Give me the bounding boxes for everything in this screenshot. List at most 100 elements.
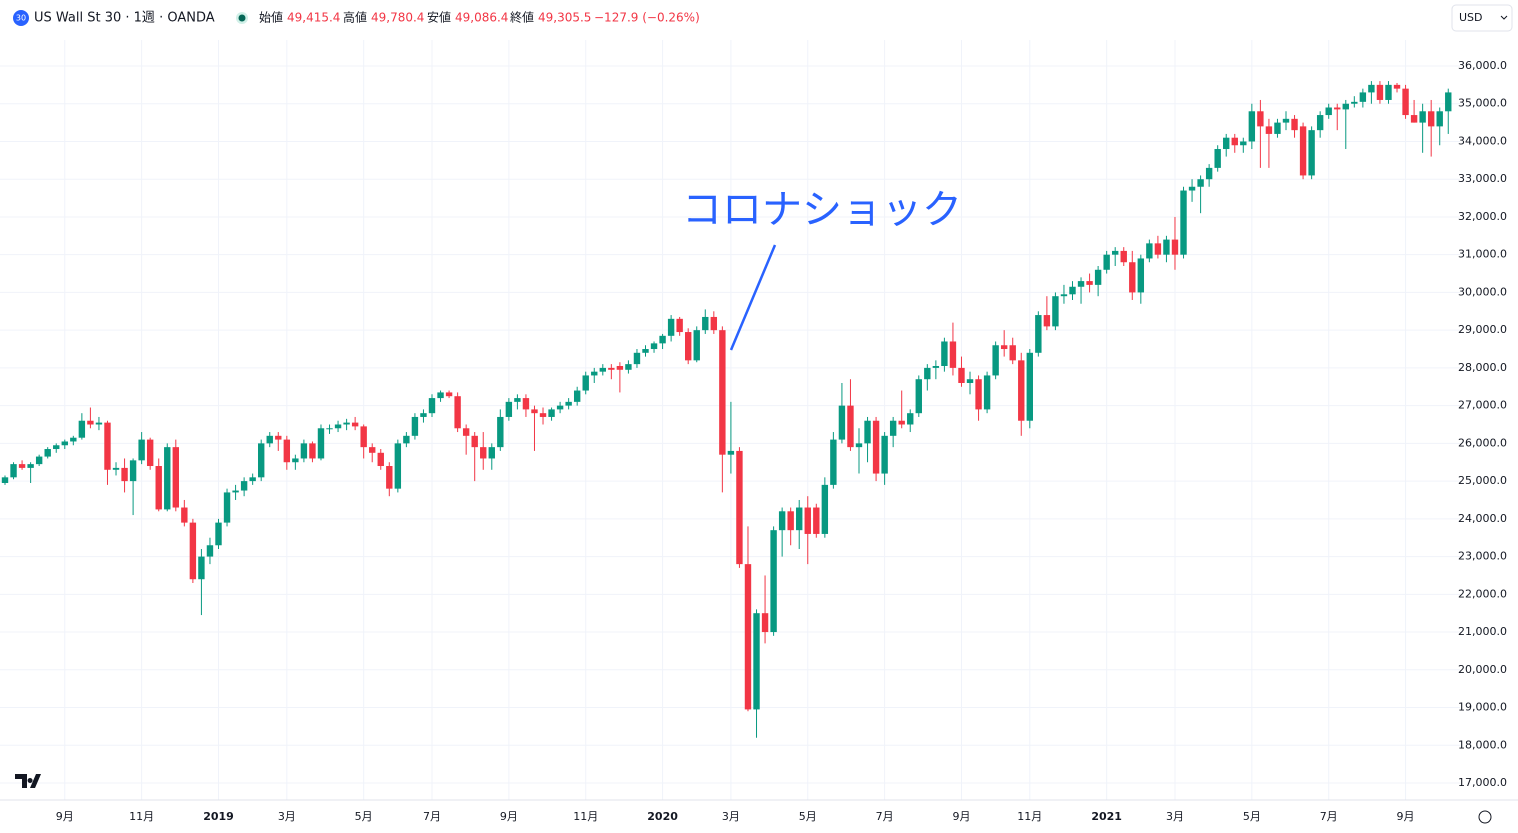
candle-body <box>1000 345 1008 350</box>
candle-body <box>778 511 786 531</box>
candle-body <box>240 481 248 491</box>
candle-body <box>898 420 905 425</box>
candle-body <box>625 364 632 370</box>
x-tick-label: 9月 <box>952 810 970 823</box>
candle-body <box>591 371 598 376</box>
candle-body <box>1035 315 1042 353</box>
candle-body <box>181 507 188 523</box>
candle-body <box>522 398 530 410</box>
y-tick-label: 36,000.0 <box>1458 59 1507 72</box>
candle-body <box>1103 254 1110 270</box>
settings-icon[interactable] <box>1478 810 1492 824</box>
candle-body <box>889 420 897 436</box>
candle-body <box>915 379 922 414</box>
candle-body <box>642 349 649 353</box>
candle-body <box>420 413 427 417</box>
candle-body <box>1248 111 1256 142</box>
symbol-icon <box>13 10 29 26</box>
candle-body <box>582 375 589 391</box>
candle-body <box>744 564 752 710</box>
candle-body <box>1359 92 1367 102</box>
candle-body <box>1180 190 1187 255</box>
candle-body <box>249 477 256 482</box>
candle-body <box>872 420 880 474</box>
candle-body <box>394 443 402 489</box>
candle-body <box>573 390 581 402</box>
candle-body <box>386 466 393 489</box>
symbol-icon-text: 30 <box>16 14 26 23</box>
candle-body <box>949 341 957 368</box>
candle-body <box>223 492 231 523</box>
candle-body <box>1316 115 1324 131</box>
candle-body <box>1419 111 1426 123</box>
candle-body <box>1026 352 1033 421</box>
candle-body <box>1129 262 1136 293</box>
high-value: 49,780.4 <box>371 11 424 25</box>
candle-body <box>1351 101 1358 104</box>
candle-body <box>206 545 214 557</box>
candle-body <box>804 507 811 534</box>
y-tick-label: 21,000.0 <box>1458 625 1507 638</box>
close-value: 49,305.5 <box>538 11 591 25</box>
currency-select[interactable] <box>1451 4 1513 32</box>
candle-body <box>761 613 769 633</box>
candle-body <box>702 316 709 331</box>
x-tick-label: 7月 <box>1320 810 1338 823</box>
candle-body <box>1018 360 1025 421</box>
x-tick-label: 3月 <box>722 810 740 823</box>
candle-body <box>821 484 829 534</box>
candle-body <box>693 330 700 361</box>
candle-body <box>966 379 974 383</box>
low-label: 安値 <box>427 10 451 25</box>
candle-body <box>727 450 735 455</box>
candle-body <box>334 424 342 429</box>
candle-body <box>514 398 521 402</box>
candle-body <box>1094 269 1102 285</box>
candle-body <box>1308 130 1315 176</box>
y-tick-label: 19,000.0 <box>1458 701 1507 714</box>
candle-body <box>556 405 564 410</box>
candle-body <box>753 613 760 710</box>
symbol[interactable]: US Wall St 30 · 1週 · OANDA <box>34 11 215 26</box>
candle-body <box>1342 103 1349 110</box>
x-tick-label: 3月 <box>278 810 296 823</box>
candle-body <box>992 345 999 376</box>
candle-body <box>548 409 555 417</box>
candle-body <box>70 437 77 442</box>
candle-body <box>1112 250 1119 255</box>
candle-body <box>1427 111 1435 127</box>
y-tick-label: 35,000.0 <box>1458 97 1507 110</box>
candle-body <box>369 447 376 453</box>
x-tick-label: 7月 <box>876 810 894 823</box>
candle-body <box>1171 239 1179 255</box>
candle-body <box>1146 243 1153 259</box>
candle-body <box>1214 149 1221 168</box>
candle-body <box>941 341 948 367</box>
candle-body <box>1120 250 1127 263</box>
y-tick-label: 31,000.0 <box>1458 248 1507 261</box>
candle-body <box>1060 294 1068 297</box>
candle-body <box>292 458 299 463</box>
candle-body <box>1077 281 1085 287</box>
candle-body <box>864 420 871 444</box>
candle-body <box>411 416 419 436</box>
candle-body <box>471 435 478 448</box>
close-label: 終値 <box>510 10 534 25</box>
y-tick-label: 22,000.0 <box>1458 587 1507 600</box>
candle-body <box>172 447 179 508</box>
x-tick-label: 11月 <box>1017 810 1042 823</box>
candle-body <box>1240 141 1247 146</box>
x-tick-label: 3月 <box>1166 810 1184 823</box>
logo[interactable] <box>15 774 41 788</box>
candle-body <box>616 366 624 370</box>
candle-body <box>924 367 931 380</box>
candle-body <box>351 422 359 427</box>
y-tick-label: 34,000.0 <box>1458 134 1507 147</box>
candle-body <box>676 318 683 333</box>
candle-body <box>1376 84 1384 100</box>
currency-text: USD <box>1459 11 1483 24</box>
candle-body <box>189 522 197 580</box>
x-tick-label: 9月 <box>56 810 74 823</box>
candle-body <box>1163 239 1170 255</box>
